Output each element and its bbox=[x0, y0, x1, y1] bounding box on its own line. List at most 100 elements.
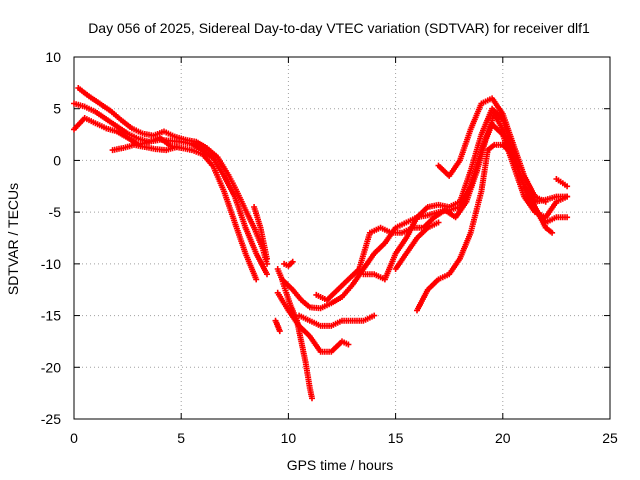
data-point bbox=[339, 338, 350, 347]
data-point bbox=[156, 134, 172, 148]
data-point bbox=[456, 128, 473, 164]
data-point bbox=[435, 219, 442, 226]
data-point bbox=[414, 226, 430, 241]
data-point bbox=[564, 214, 571, 221]
data-point bbox=[392, 220, 408, 231]
data-point bbox=[435, 272, 451, 283]
series-track-4 bbox=[109, 141, 180, 154]
data-point bbox=[521, 172, 537, 198]
data-point bbox=[173, 144, 180, 150]
data-point bbox=[392, 252, 409, 272]
data-point bbox=[414, 205, 430, 221]
data-point bbox=[549, 229, 556, 236]
data-point bbox=[118, 117, 134, 130]
data-point bbox=[306, 317, 322, 328]
data-point bbox=[339, 283, 355, 300]
data-point bbox=[242, 207, 257, 229]
data-point bbox=[371, 312, 378, 319]
data-point bbox=[499, 141, 515, 157]
data-point bbox=[456, 231, 473, 262]
data-point bbox=[274, 266, 285, 281]
data-point bbox=[92, 120, 107, 131]
axis-layer: 0 5 10 15 20 25 -25 -20 -15 -10 -5 0 5 10 bbox=[41, 49, 618, 446]
data-point bbox=[92, 108, 108, 121]
series-track-3 bbox=[71, 115, 260, 283]
series-track-2 bbox=[75, 85, 270, 267]
data-point bbox=[81, 103, 97, 114]
data-point bbox=[103, 116, 119, 129]
data-point bbox=[233, 188, 248, 211]
chart-title: Day 056 of 2025, Sidereal Day-to-day VTE… bbox=[88, 20, 590, 36]
data-point bbox=[285, 307, 301, 328]
data-point bbox=[210, 163, 227, 193]
data-point bbox=[96, 100, 112, 113]
data-point bbox=[542, 224, 554, 235]
data-point bbox=[345, 341, 352, 348]
data-point bbox=[553, 176, 564, 185]
data-point bbox=[221, 172, 237, 198]
data-point bbox=[257, 224, 270, 260]
data-point bbox=[113, 123, 129, 136]
data-point bbox=[345, 267, 361, 283]
data-point bbox=[298, 338, 309, 363]
data-point bbox=[424, 277, 440, 293]
data-point bbox=[489, 95, 505, 116]
data-point bbox=[274, 322, 283, 333]
data-point bbox=[456, 169, 473, 205]
data-point bbox=[446, 199, 461, 210]
x-tick-label: 20 bbox=[495, 430, 511, 446]
data-point bbox=[221, 188, 238, 224]
data-point bbox=[86, 93, 101, 106]
data-point bbox=[242, 224, 259, 255]
data-point bbox=[199, 147, 215, 160]
data-point bbox=[452, 200, 469, 221]
data-point bbox=[463, 169, 480, 205]
data-point bbox=[302, 359, 313, 389]
data-point bbox=[467, 102, 484, 133]
data-point bbox=[542, 200, 559, 221]
x-axis-label: GPS time / hours bbox=[287, 457, 394, 473]
data-point bbox=[285, 260, 295, 269]
data-point bbox=[281, 260, 290, 268]
y-tick-label: -10 bbox=[41, 256, 61, 272]
data-point bbox=[392, 236, 409, 257]
data-point bbox=[360, 252, 376, 272]
data-point bbox=[289, 286, 303, 302]
data-point bbox=[467, 133, 484, 174]
series-track-8 bbox=[281, 258, 296, 269]
data-point bbox=[328, 339, 344, 355]
data-point bbox=[161, 128, 176, 139]
data-point bbox=[414, 288, 430, 314]
data-point bbox=[478, 149, 491, 195]
data-point bbox=[264, 260, 270, 267]
y-tick-label: -15 bbox=[41, 308, 61, 324]
data-point bbox=[482, 113, 497, 143]
data-point bbox=[279, 276, 295, 292]
y-axis-label: SDTVAR / TECUs bbox=[5, 183, 21, 295]
data-point bbox=[298, 297, 312, 309]
data-point bbox=[431, 208, 447, 221]
data-point bbox=[296, 312, 311, 323]
data-point bbox=[474, 138, 489, 174]
series-track-6 bbox=[272, 317, 283, 335]
data-point bbox=[289, 258, 296, 265]
data-point bbox=[199, 151, 215, 168]
data-point bbox=[274, 289, 291, 312]
data-point bbox=[334, 277, 350, 293]
data-point bbox=[264, 255, 270, 262]
series-track-15 bbox=[414, 141, 556, 314]
data-point bbox=[309, 395, 315, 402]
data-point bbox=[532, 204, 548, 229]
data-point bbox=[253, 276, 260, 283]
data-point bbox=[467, 190, 484, 236]
x-tick-label: 15 bbox=[388, 430, 404, 446]
data-point bbox=[446, 159, 462, 179]
data-point bbox=[328, 318, 343, 329]
data-point bbox=[521, 183, 537, 209]
data-point bbox=[296, 322, 312, 338]
data-point bbox=[272, 317, 280, 328]
data-point bbox=[484, 143, 496, 154]
data-point bbox=[210, 155, 226, 177]
y-tick-label: 5 bbox=[53, 101, 61, 117]
